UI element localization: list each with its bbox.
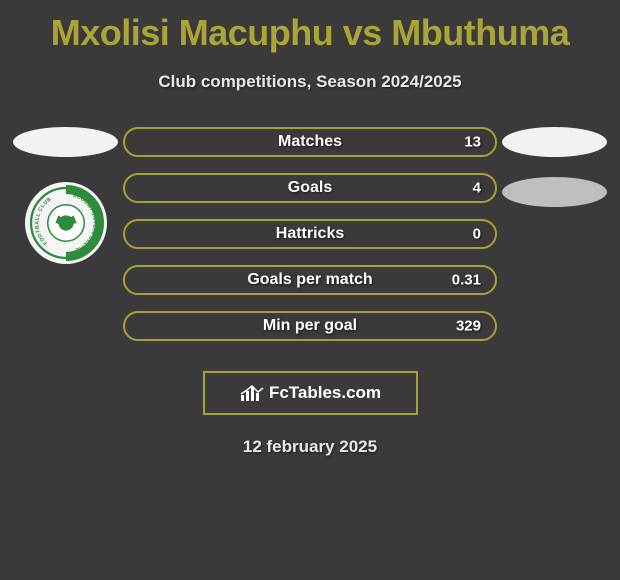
stat-label: Goals xyxy=(288,179,332,197)
stat-label: Min per goal xyxy=(263,317,357,335)
stat-bar: Goals 4 xyxy=(123,173,497,203)
bloemfontein-celtic-icon: BLOEMFONTEIN CELTIC FOOTBALL CLUB xyxy=(28,185,104,261)
comparison-title: Mxolisi Macuphu vs Mbuthuma xyxy=(0,0,620,54)
bars-chart-icon xyxy=(239,383,265,403)
stats-bars: Matches 13 Goals 4 Hattricks 0 Goals per match… xyxy=(123,127,497,341)
stat-label: Hattricks xyxy=(276,225,344,243)
main-content: BLOEMFONTEIN CELTIC FOOTBALL CLUB Matche… xyxy=(0,127,620,341)
left-column: BLOEMFONTEIN CELTIC FOOTBALL CLUB xyxy=(8,127,123,341)
stat-bar: Goals per match 0.31 xyxy=(123,265,497,295)
stat-bar: Min per goal 329 xyxy=(123,311,497,341)
stat-label: Matches xyxy=(278,133,342,151)
stat-value: 329 xyxy=(456,318,481,335)
brand-footer-box: FcTables.com xyxy=(203,371,418,415)
stat-bar: Hattricks 0 xyxy=(123,219,497,249)
stat-label: Goals per match xyxy=(247,271,372,289)
comparison-subtitle: Club competitions, Season 2024/2025 xyxy=(0,72,620,92)
brand-name: FcTables.com xyxy=(269,383,381,403)
right-player-ellipse-2 xyxy=(502,177,607,207)
comparison-date: 12 february 2025 xyxy=(0,437,620,457)
stat-bar: Matches 13 xyxy=(123,127,497,157)
left-player-ellipse xyxy=(13,127,118,157)
stat-value: 0.31 xyxy=(452,272,481,289)
stat-value: 4 xyxy=(473,180,481,197)
right-player-ellipse-1 xyxy=(502,127,607,157)
stat-value: 13 xyxy=(464,134,481,151)
left-club-logo: BLOEMFONTEIN CELTIC FOOTBALL CLUB xyxy=(25,182,107,264)
right-column xyxy=(497,127,612,341)
stat-value: 0 xyxy=(473,226,481,243)
